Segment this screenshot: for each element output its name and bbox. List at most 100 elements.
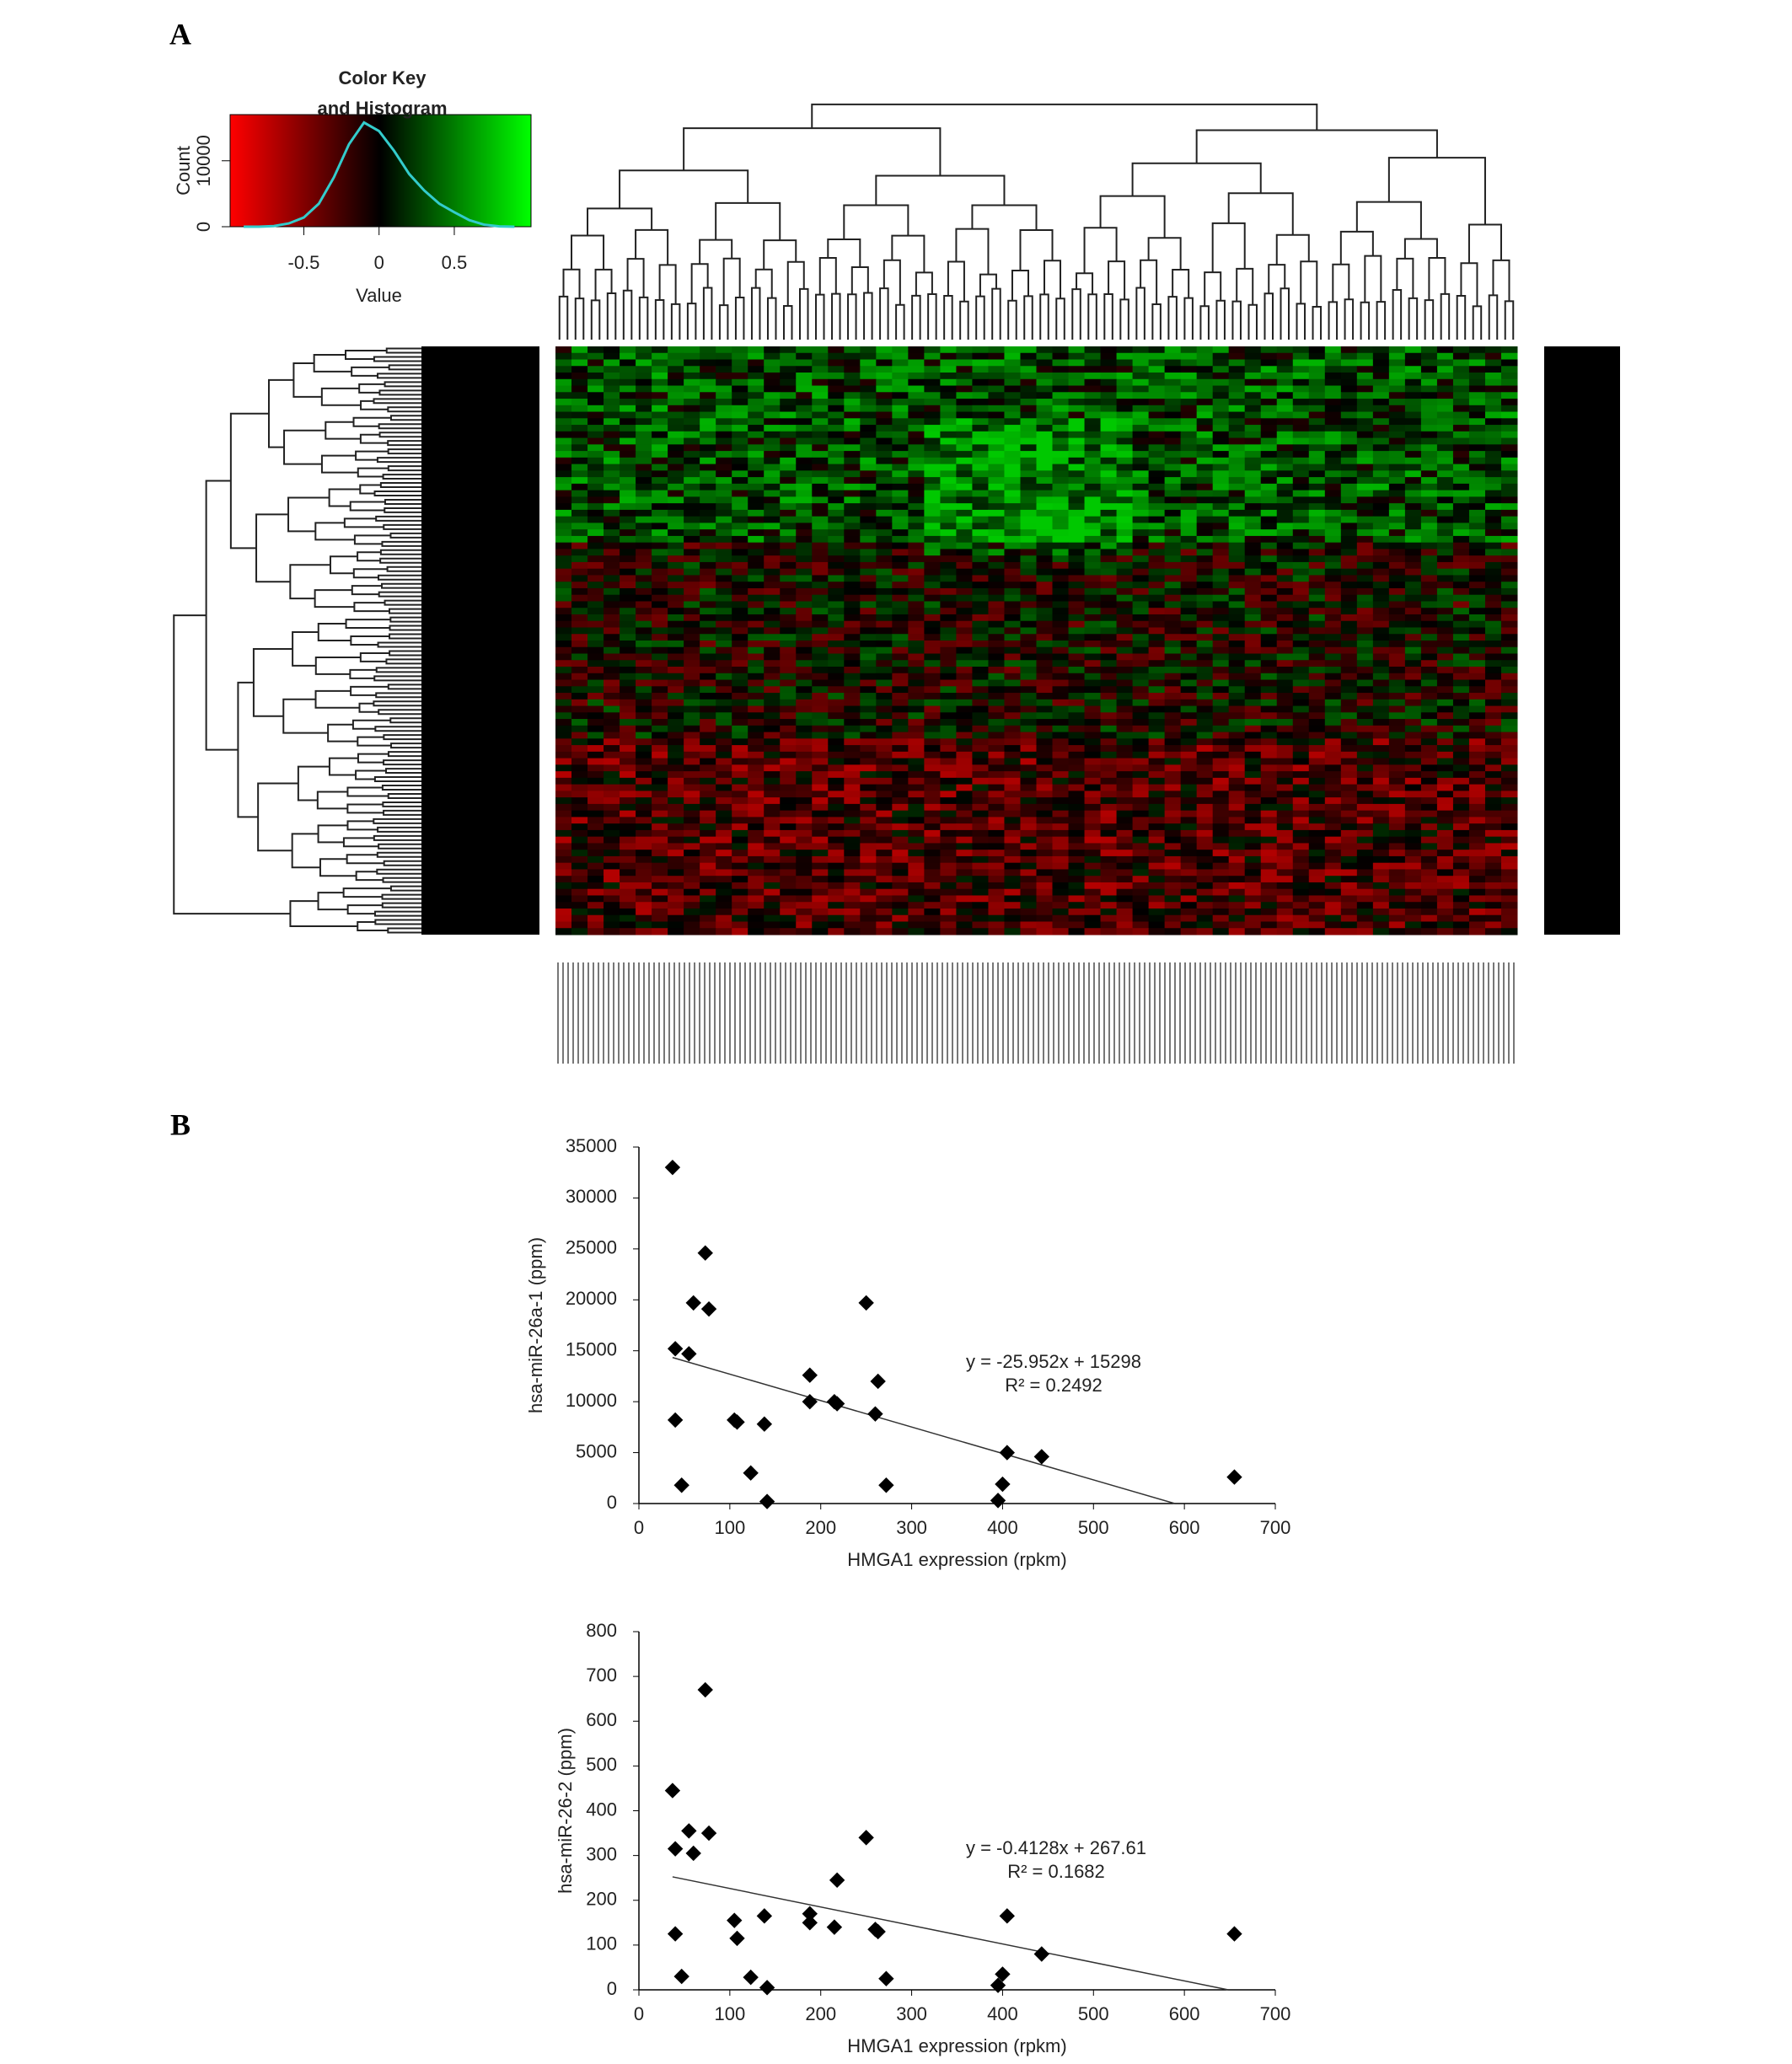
heatmap-cell: [1084, 869, 1102, 877]
heatmap-cell: [1116, 627, 1134, 635]
heatmap-cell: [652, 817, 668, 824]
heatmap-cell: [716, 425, 732, 432]
heatmap-cell: [716, 575, 732, 582]
heatmap-cell: [620, 810, 636, 818]
heatmap-cell: [732, 503, 748, 511]
heatmap-cell: [1308, 653, 1326, 661]
heatmap-cell: [1196, 457, 1214, 465]
heatmap-cell: [812, 705, 829, 713]
heatmap-cell: [1116, 444, 1134, 452]
heatmap-cell: [732, 667, 748, 674]
heatmap-cell: [1100, 686, 1118, 694]
heatmap-cell: [1180, 836, 1198, 844]
heatmap-cell: [1484, 843, 1502, 850]
heatmap-cell: [1068, 791, 1086, 798]
heatmap-cell: [876, 646, 893, 655]
heatmap-cell: [892, 451, 909, 458]
heatmap-cell: [780, 777, 797, 785]
heatmap-cell: [1212, 418, 1230, 426]
heatmap-cell: [1308, 705, 1326, 713]
heatmap-cell: [1212, 366, 1230, 373]
heatmap-cell: [1308, 373, 1326, 380]
heatmap-cell: [1324, 352, 1342, 361]
heatmap-cell: [764, 646, 781, 655]
heatmap-cell: [555, 366, 572, 373]
heatmap-cell: [1052, 673, 1070, 681]
heatmap-cell: [1036, 634, 1054, 641]
heatmap-cell: [1420, 366, 1438, 373]
heatmap-cell: [700, 784, 716, 791]
heatmap-cell: [1372, 516, 1390, 523]
heatmap-cell: [1404, 431, 1422, 439]
heatmap-cell: [652, 667, 668, 674]
heatmap-cell: [571, 575, 588, 582]
heatmap-cell: [604, 594, 620, 602]
heatmap-cell: [1404, 523, 1422, 530]
heatmap-cell: [1116, 470, 1134, 478]
heatmap-cell: [620, 803, 636, 812]
heatmap-cell: [555, 679, 572, 687]
heatmap-cell: [940, 503, 957, 511]
heatmap-cell: [571, 352, 588, 361]
heatmap-cell: [972, 862, 989, 870]
heatmap-cell: [1228, 732, 1246, 739]
heatmap-cell: [876, 509, 893, 517]
heatmap-cell: [780, 425, 797, 432]
heatmap-cell: [1132, 862, 1150, 870]
heatmap-cell: [1228, 777, 1246, 785]
heatmap-cell: [1404, 418, 1422, 426]
heatmap-cell: [748, 791, 765, 798]
heatmap-cell: [988, 378, 1005, 387]
heatmap-cell: [1212, 346, 1230, 354]
heatmap-cell: [700, 359, 716, 367]
heatmap-cell: [1116, 699, 1134, 707]
heatmap-cell: [604, 359, 620, 367]
heatmap-cell: [1276, 477, 1294, 485]
heatmap-cell: [700, 673, 716, 681]
heatmap-cell: [892, 705, 909, 713]
heatmap-cell: [780, 803, 797, 812]
heatmap-cell: [988, 836, 1005, 844]
heatmap-cell: [780, 568, 797, 576]
heatmap-cell: [555, 594, 572, 602]
heatmap-cell: [1116, 673, 1134, 681]
heatmap-cell: [1500, 378, 1518, 387]
heatmap-cell: [908, 509, 925, 517]
heatmap-cell: [988, 601, 1005, 608]
heatmap-cell: [1484, 620, 1502, 628]
heatmap-cell: [668, 405, 684, 413]
heatmap-cell: [972, 587, 989, 596]
heatmap-cell: [780, 483, 797, 491]
heatmap-cell: [1484, 529, 1502, 537]
heatmap-cell: [1436, 843, 1454, 850]
heatmap-cell: [972, 555, 989, 563]
heatmap-cell: [780, 594, 797, 602]
heatmap-cell: [571, 836, 588, 844]
heatmap-cell: [956, 869, 973, 877]
heatmap-cell: [940, 464, 957, 471]
heatmap-cell: [1420, 535, 1438, 544]
heatmap-cell: [1372, 869, 1390, 877]
heatmap-cell: [1212, 464, 1230, 471]
heatmap-cell: [1212, 490, 1230, 497]
heatmap-cell: [555, 653, 572, 661]
heatmap-cell: [1196, 699, 1214, 707]
heatmap-cell: [1036, 712, 1054, 720]
heatmap-cell: [924, 399, 941, 406]
heatmap-cell: [620, 673, 636, 681]
heatmap-cell: [716, 555, 732, 563]
heatmap-cell: [764, 745, 781, 753]
heatmap-cell: [636, 425, 652, 432]
heatmap-cell: [1164, 437, 1182, 445]
heatmap-cell: [940, 869, 957, 877]
heatmap-cell: [1164, 601, 1182, 608]
heatmap-cell: [1180, 758, 1198, 765]
heatmap-cell: [1452, 646, 1470, 655]
heatmap-cell: [636, 836, 652, 844]
heatmap-cell: [1228, 738, 1246, 746]
heatmap-cell: [796, 470, 813, 478]
heatmap-cell: [716, 614, 732, 622]
heatmap-cell: [972, 418, 989, 426]
heatmap-cell: [860, 803, 877, 812]
heatmap-cell: [1244, 477, 1262, 485]
